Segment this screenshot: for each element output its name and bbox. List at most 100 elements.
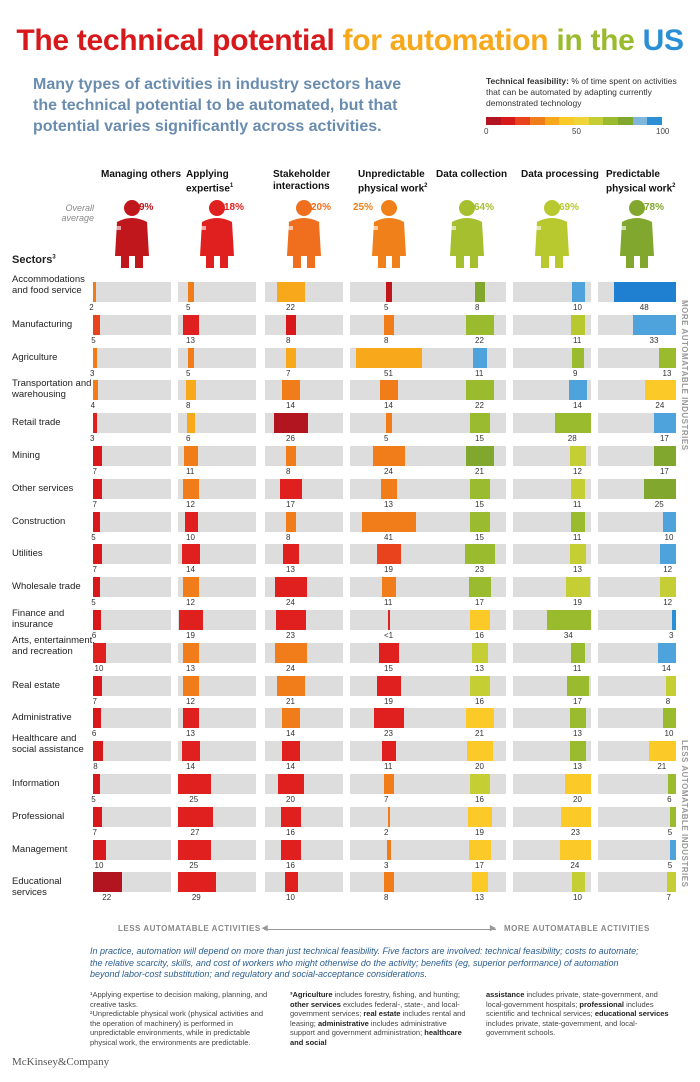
value-label: 22 (475, 401, 484, 411)
side-label-less: LESS AUTOMATABLE INDUSTRIES (680, 740, 689, 888)
cell-background (93, 511, 171, 532)
value-bar (381, 741, 397, 762)
value-label: 5 (91, 532, 96, 542)
value-bar (277, 675, 305, 696)
value-bar (471, 642, 489, 663)
value-label: 22 (475, 335, 484, 345)
fn-t3: includes rental and leasing; (290, 1009, 466, 1028)
brand-logo: McKinsey&Company (12, 1056, 110, 1068)
value-label: 24 (286, 598, 295, 608)
value-label: 7 (92, 696, 97, 706)
legend-swatch (500, 117, 516, 125)
bottom-arrow (264, 929, 496, 930)
value-label: 17 (286, 499, 295, 509)
value-label: 5 (384, 434, 389, 444)
value-label: 15 (475, 499, 484, 509)
value-label: 2 (384, 827, 389, 837)
value-bar (280, 839, 302, 860)
value-bar (183, 577, 199, 598)
cell-background (93, 741, 171, 762)
value-label: 20 (573, 795, 582, 804)
value-bar (546, 610, 591, 630)
sector-label: Mining (12, 450, 40, 461)
sector-label: Agriculture (12, 351, 58, 363)
value-label: 13 (475, 663, 484, 673)
value-label: 19 (475, 827, 484, 837)
column-header: Data processing (521, 169, 603, 181)
value-label: 5 (91, 598, 96, 608)
value-label: 8 (93, 762, 98, 772)
value-label: 8 (186, 401, 191, 411)
value-label: 14 (286, 762, 295, 772)
cell-background (93, 610, 171, 630)
legend-tick-0: 0 (484, 127, 489, 136)
value-bar (182, 314, 200, 335)
cell-background (428, 577, 506, 598)
cell-background (265, 347, 343, 368)
value-label: 33 (649, 335, 659, 345)
value-label: 8 (286, 532, 291, 542)
column-header-label: Predictable physical work (606, 169, 673, 194)
value-bar (467, 741, 493, 762)
value-label: 16 (286, 860, 295, 870)
cell-background (265, 314, 343, 335)
value-bar (284, 872, 298, 893)
cell-background (265, 544, 343, 565)
column-header-sup: 2 (424, 182, 428, 189)
fn-admin: administrative (317, 1018, 369, 1028)
value-bar (93, 446, 103, 466)
value-bar (93, 478, 103, 499)
footnote-1: ¹Applying expertise to decision making, … (90, 990, 268, 1009)
value-label: 24 (655, 401, 665, 411)
value-bar (561, 806, 591, 827)
cell-background (598, 708, 676, 729)
overall-average-value: 9% (139, 202, 154, 213)
sector-label: Healthcare and social assistance (12, 733, 84, 756)
value-bar (376, 544, 402, 565)
value-bar (469, 675, 491, 696)
column-header-label: Data processing (521, 169, 599, 180)
column-header-label: Managing others (101, 169, 182, 180)
value-label: 11 (573, 532, 582, 542)
cell-background (178, 380, 256, 401)
sector-label: Educational services (12, 876, 62, 899)
value-label: 51 (384, 368, 393, 378)
fn-t4: includes administrative support and gove… (290, 1018, 447, 1038)
value-bar (178, 806, 214, 827)
value-bar (633, 314, 676, 335)
value-label: 27 (190, 827, 200, 837)
value-label: 16 (475, 631, 484, 640)
value-bar (569, 544, 587, 565)
value-bar (665, 675, 676, 696)
sectors-label-sup: 3 (52, 254, 56, 261)
value-bar (178, 774, 211, 794)
value-bar (467, 806, 493, 827)
value-bar (183, 478, 199, 499)
value-label: 6 (186, 434, 191, 444)
value-label: 7 (92, 565, 97, 575)
fn-assist: assistance (486, 990, 525, 999)
sector-label: Accommodations and food service (12, 274, 85, 296)
value-label: 14 (286, 729, 295, 739)
legend-swatch (574, 117, 589, 125)
worker-illustration-icon (192, 196, 242, 268)
value-bar (663, 708, 676, 729)
cell-background (428, 642, 506, 663)
value-bar (471, 872, 489, 893)
value-bar (470, 478, 490, 499)
cell-background (178, 282, 256, 302)
value-bar (178, 839, 211, 860)
cell-background (265, 872, 343, 893)
value-bar (93, 642, 106, 663)
value-bar (660, 544, 676, 565)
value-label: 12 (186, 696, 195, 706)
arrow-right-head: ▸ (490, 922, 497, 934)
value-bar (554, 413, 591, 434)
value-bar (466, 708, 494, 729)
value-label: 25 (189, 795, 199, 804)
worker-illustration-icon (279, 196, 329, 268)
worker-illustration-icon (527, 196, 577, 268)
value-bar (383, 314, 395, 335)
cell-background (93, 806, 171, 827)
cell-background (598, 839, 676, 860)
